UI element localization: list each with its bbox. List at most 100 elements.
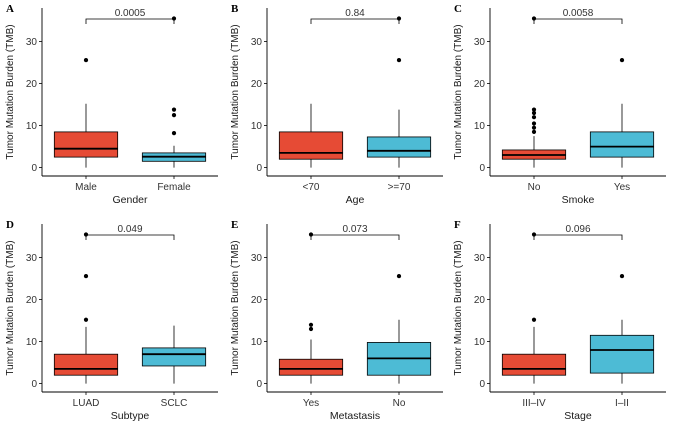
significance-bracket xyxy=(310,234,400,240)
y-axis-label: Tumor Mutation Burden (TMB) xyxy=(5,240,16,375)
x-tick-label: <70 xyxy=(303,182,320,193)
outlier-point xyxy=(171,16,177,21)
outlier-point xyxy=(83,57,89,63)
p-value-label: 0.0058 xyxy=(563,8,594,19)
x-tick-label: SCLC xyxy=(161,398,188,409)
y-tick-label: 10 xyxy=(251,337,263,348)
outlier-point xyxy=(396,57,402,63)
y-tick-label: 10 xyxy=(26,337,38,348)
y-tick-label: 20 xyxy=(474,79,486,90)
y-axis-label: Tumor Mutation Burden (TMB) xyxy=(230,240,241,375)
y-tick-label: 0 xyxy=(256,379,262,390)
x-tick-label: III–IV xyxy=(522,398,546,409)
panel-letter: B xyxy=(231,3,239,15)
x-tick-label: Yes xyxy=(303,398,319,409)
y-tick-label: 20 xyxy=(251,79,263,90)
y-tick-label: 10 xyxy=(474,337,486,348)
x-axis-label: Smoke xyxy=(562,194,595,206)
box-0 xyxy=(501,353,567,376)
y-tick-label: 30 xyxy=(251,253,263,264)
outlier-point xyxy=(171,107,177,112)
outlier-point xyxy=(531,129,537,134)
y-tick-label: 20 xyxy=(251,295,263,306)
y-axis-label: Tumor Mutation Burden (TMB) xyxy=(453,240,464,375)
outlier-point xyxy=(531,121,537,126)
y-axis-label: Tumor Mutation Burden (TMB) xyxy=(5,24,16,159)
box-0 xyxy=(53,131,119,158)
panel-d: D 0 10 20 30 Tumor Mutation Burden (TMB) Subty… xyxy=(5,219,218,422)
outlier-point xyxy=(531,317,537,322)
y-tick-label: 20 xyxy=(474,295,486,306)
panel-letter: E xyxy=(231,219,238,231)
panel-letter: C xyxy=(454,3,462,15)
x-tick-label: Female xyxy=(157,182,191,193)
outlier-point xyxy=(308,326,314,332)
x-axis-label: Gender xyxy=(112,194,148,206)
x-tick-label: Male xyxy=(75,182,97,193)
y-tick-label: 0 xyxy=(31,163,37,174)
y-tick-label: 0 xyxy=(479,379,485,390)
outlier-point xyxy=(171,131,177,136)
outlier-point xyxy=(531,107,537,112)
p-value-label: 0.0005 xyxy=(115,8,146,19)
significance-bracket xyxy=(533,234,623,240)
outlier-point xyxy=(83,273,89,279)
significance-bracket xyxy=(310,18,400,24)
outlier-point xyxy=(396,273,402,279)
outlier-point xyxy=(308,322,314,327)
significance-bracket xyxy=(85,18,175,24)
outlier-point xyxy=(619,57,625,63)
p-value-label: 0.049 xyxy=(117,224,142,235)
outlier-point xyxy=(531,125,537,130)
y-axis-label: Tumor Mutation Burden (TMB) xyxy=(453,24,464,159)
x-tick-label: >=70 xyxy=(388,182,411,193)
panel-letter: A xyxy=(6,3,14,15)
outlier-point xyxy=(531,110,537,116)
x-tick-label: LUAD xyxy=(73,398,100,409)
y-tick-label: 30 xyxy=(26,253,38,264)
outlier-point xyxy=(308,232,314,237)
box-0 xyxy=(53,353,119,376)
panel-b: B 0 10 20 30 Tumor Mutation Burden (TMB) Age <7… xyxy=(230,3,443,206)
panel-a: A 0 10 20 30 Tumor Mutation Burden (TMB) Gende… xyxy=(5,3,218,206)
box-1 xyxy=(141,347,207,367)
significance-bracket xyxy=(85,234,175,240)
outlier-point xyxy=(83,317,89,322)
y-tick-label: 0 xyxy=(31,379,37,390)
box-1 xyxy=(589,131,655,158)
significance-bracket xyxy=(533,18,623,24)
y-tick-label: 0 xyxy=(256,163,262,174)
panel-e: E 0 10 20 30 Tumor Mutation Burden (TMB) Metas… xyxy=(230,219,443,422)
box-1 xyxy=(589,334,655,374)
x-axis-label: Age xyxy=(346,194,365,206)
outlier-point xyxy=(531,16,537,21)
y-tick-label: 30 xyxy=(474,253,486,264)
p-value-label: 0.84 xyxy=(345,8,365,19)
p-value-label: 0.073 xyxy=(342,224,367,235)
x-axis-label: Metastasis xyxy=(330,410,380,422)
panel-letter: F xyxy=(454,219,461,231)
y-tick-label: 30 xyxy=(474,37,486,48)
y-tick-label: 20 xyxy=(26,295,38,306)
outlier-point xyxy=(531,115,537,120)
panel-c: C 0 10 20 30 Tumor Mutation Burden (TMB) Smoke… xyxy=(453,3,666,206)
x-axis-label: Subtype xyxy=(111,410,150,422)
x-tick-label: No xyxy=(528,182,541,193)
y-axis-label: Tumor Mutation Burden (TMB) xyxy=(230,24,241,159)
outlier-point xyxy=(396,16,402,21)
panel-letter: D xyxy=(6,219,14,231)
x-axis-label: Stage xyxy=(564,410,592,422)
outlier-point xyxy=(83,232,89,237)
box-0 xyxy=(278,358,344,376)
y-tick-label: 10 xyxy=(474,121,486,132)
outlier-point xyxy=(531,232,537,237)
x-tick-label: Yes xyxy=(614,182,630,193)
panel-f: F 0 10 20 30 Tumor Mutation Burden (TMB) Stage… xyxy=(453,219,666,422)
y-tick-label: 30 xyxy=(26,37,38,48)
y-tick-label: 10 xyxy=(26,121,38,132)
box-1 xyxy=(366,136,432,158)
y-tick-label: 10 xyxy=(251,121,263,132)
p-value-label: 0.096 xyxy=(565,224,590,235)
outlier-point xyxy=(171,113,177,118)
